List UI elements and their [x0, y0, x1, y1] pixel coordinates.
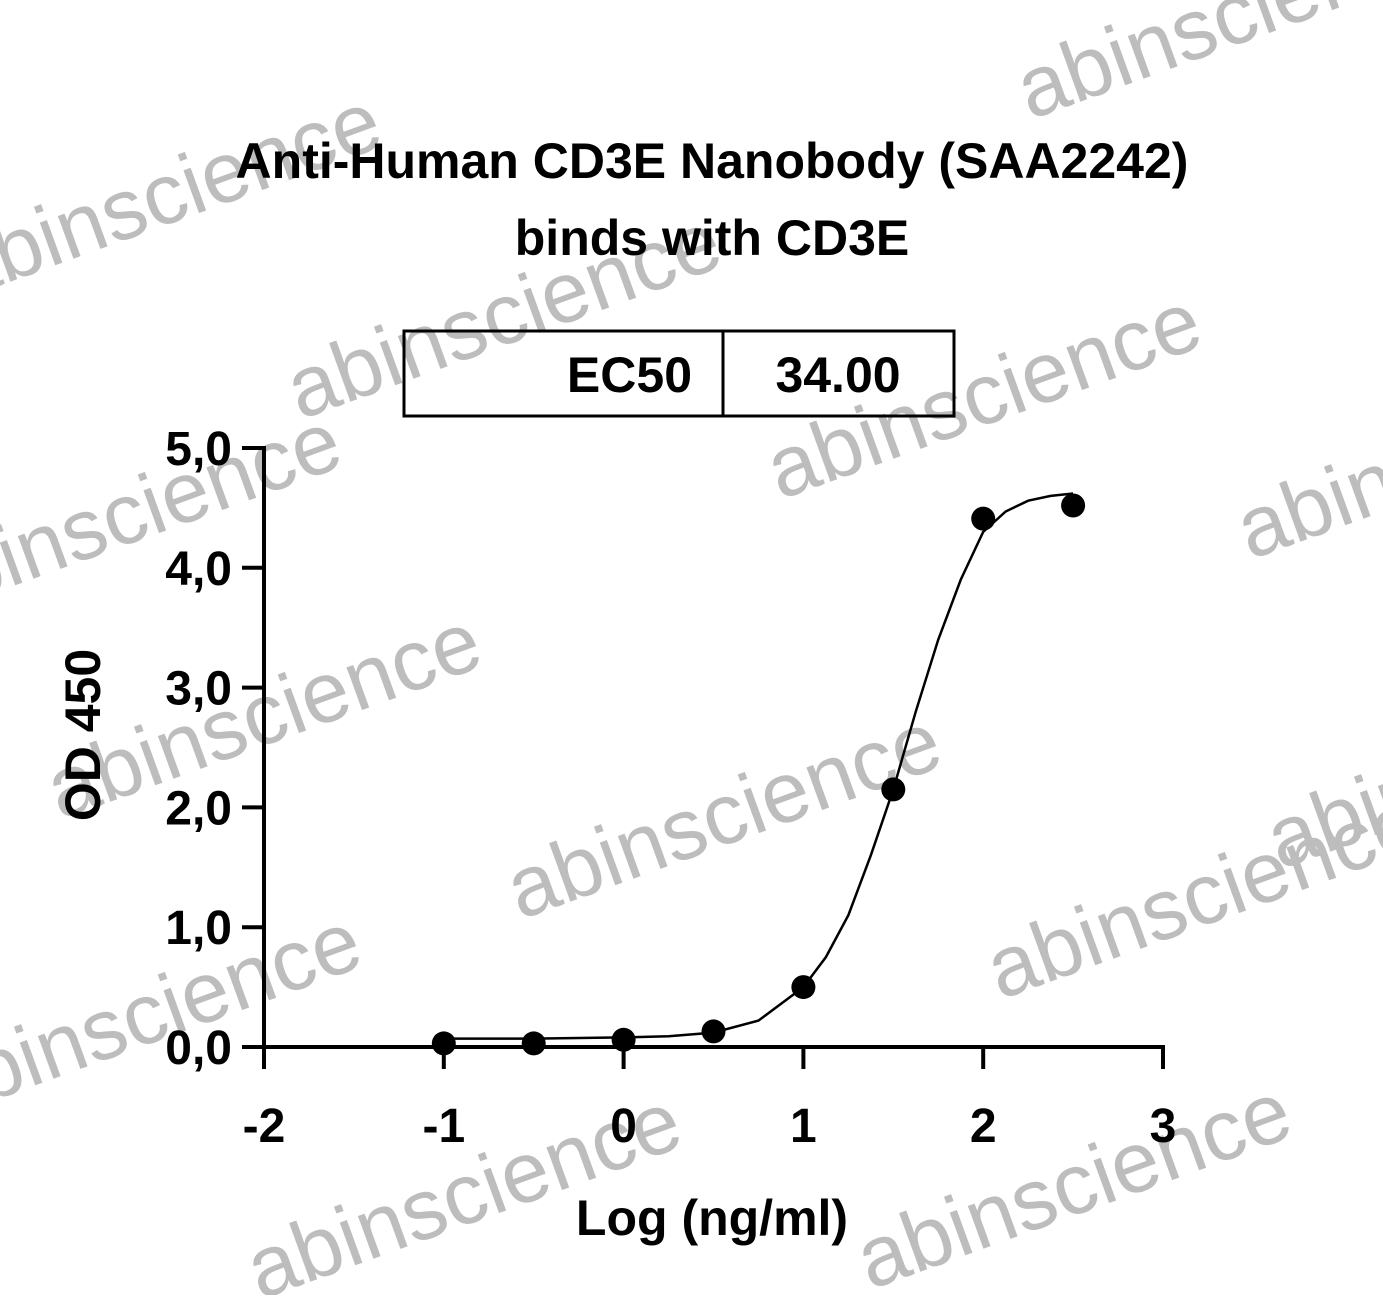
data-point — [521, 1031, 546, 1056]
annotation-box — [402, 329, 956, 418]
data-point — [881, 777, 906, 802]
watermark: abinscience — [1004, 0, 1383, 138]
data-point — [1061, 493, 1086, 518]
x-tick-label: -2 — [243, 1100, 286, 1153]
y-tick-label: 3,0 — [165, 663, 232, 716]
y-tick-label: 5,0 — [165, 423, 232, 476]
data-point — [701, 1019, 726, 1044]
chart-title: binds with CD3E — [515, 210, 909, 266]
x-tick-label: -1 — [422, 1100, 465, 1153]
data-point — [791, 975, 816, 1000]
x-axis-label: Log (ng/ml) — [576, 1190, 848, 1246]
watermark: abinscience — [0, 72, 393, 318]
y-axis-label: OD 450 — [55, 649, 111, 821]
x-tick-label: 1 — [790, 1100, 817, 1153]
fit-curve — [443, 492, 1074, 1040]
annotation-value: 34.00 — [775, 347, 900, 403]
watermark: abinscience — [844, 1062, 1304, 1295]
watermark: abinscience — [1254, 642, 1383, 888]
x-tick-label: 0 — [610, 1100, 637, 1153]
y-tick-label: 0,0 — [165, 1022, 232, 1075]
watermark: abinscience — [1224, 332, 1383, 578]
y-tick-label: 1,0 — [165, 902, 232, 955]
data-point — [971, 506, 996, 531]
x-tick-label: 3 — [1150, 1100, 1177, 1153]
annotation-label: EC50 — [567, 347, 692, 403]
y-tick-label: 4,0 — [165, 543, 232, 596]
chart-title: Anti-Human CD3E Nanobody (SAA2242) — [236, 133, 1189, 189]
y-tick-label: 2,0 — [165, 782, 232, 835]
x-tick-label: 2 — [970, 1100, 997, 1153]
data-point — [431, 1031, 456, 1056]
data-point — [611, 1027, 636, 1052]
